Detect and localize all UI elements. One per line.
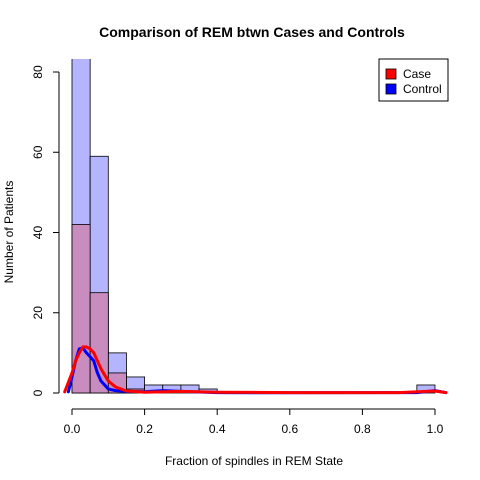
legend-swatch-case <box>385 68 397 80</box>
x-axis-label: Fraction of spindles in REM State <box>165 454 343 468</box>
x-tick-label: 0.6 <box>281 422 298 436</box>
case-density-line <box>63 345 448 395</box>
plot-content <box>63 59 448 395</box>
y-tick-label: 40 <box>31 226 45 240</box>
y-tick-label: 0 <box>31 389 45 396</box>
legend-label-control: Control <box>403 82 442 96</box>
x-tick-label: 1.0 <box>427 422 444 436</box>
axes: 0.0 0.2 0.4 0.6 0.8 1.0 0 20 40 60 80 <box>31 65 444 436</box>
y-tick-label: 60 <box>31 145 45 159</box>
legend-swatch-control <box>385 83 397 95</box>
plot-area <box>63 59 448 395</box>
x-tick-label: 0.4 <box>209 422 226 436</box>
y-tick-label: 80 <box>31 65 45 79</box>
y-tick-label: 20 <box>31 306 45 320</box>
legend-label-case: Case <box>403 67 431 81</box>
y-axis-label: Number of Patients <box>2 181 16 284</box>
chart-title: Comparison of REM btwn Cases and Control… <box>99 24 405 40</box>
x-tick-label: 0.2 <box>136 422 153 436</box>
x-tick-label: 0.8 <box>354 422 371 436</box>
x-tick-label: 0.0 <box>64 422 81 436</box>
